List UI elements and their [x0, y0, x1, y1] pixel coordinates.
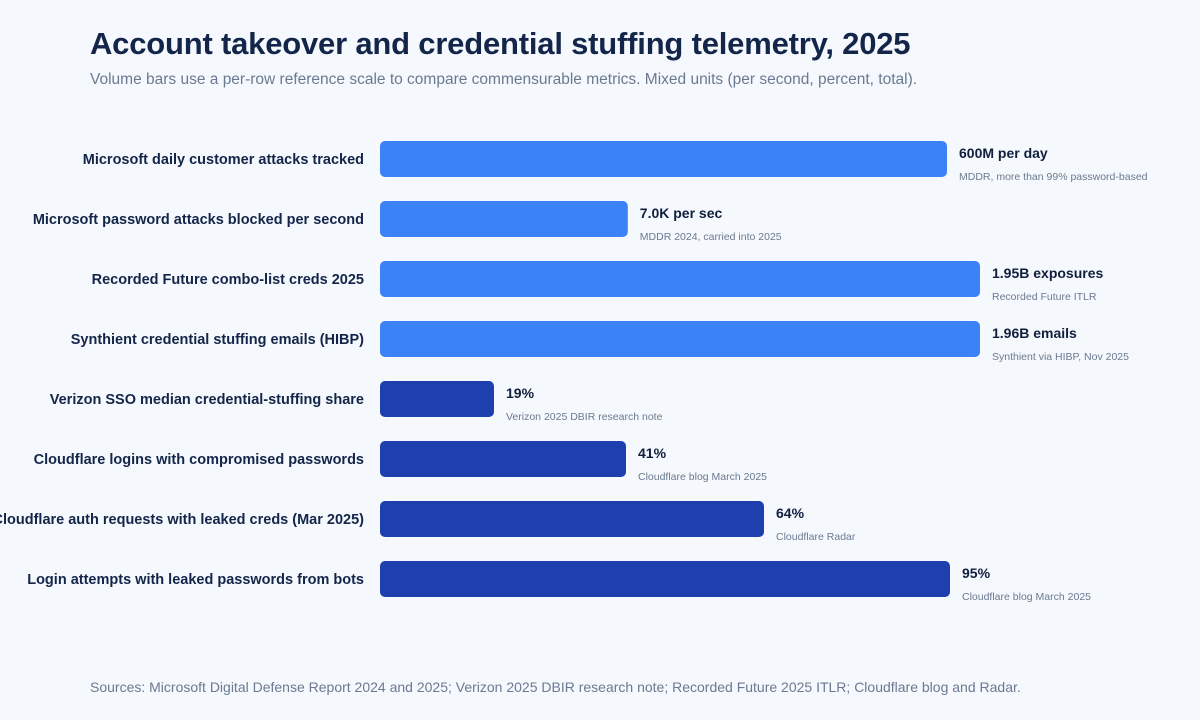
source-note: MDDR 2024, carried into 2025 [640, 231, 782, 243]
bar-row: Recorded Future combo-list creds 2025 1.9… [92, 261, 1103, 303]
category-label: Login attempts with leaked passwords fro… [27, 572, 364, 588]
value-label: 7.0K per sec [640, 205, 723, 221]
volume-bar [380, 261, 980, 297]
volume-bar [380, 141, 947, 177]
source-note: Synthient via HIBP, Nov 2025 [992, 351, 1129, 363]
value-label: 1.96B emails [992, 325, 1077, 341]
category-label: Cloudflare logins with compromised passw… [34, 452, 364, 468]
chart-title: Account takeover and credential stuffing… [90, 26, 911, 61]
bar-row: Microsoft daily customer attacks tracked… [83, 141, 1148, 183]
source-note: Recorded Future ITLR [992, 291, 1097, 303]
category-label: Synthient credential stuffing emails (HI… [71, 332, 364, 348]
source-note: Cloudflare blog March 2025 [638, 471, 767, 483]
bar-row: Verizon SSO median credential-stuffing s… [50, 381, 663, 423]
category-label: Microsoft daily customer attacks tracked [83, 152, 364, 168]
percent-bar [380, 561, 950, 597]
bar-row: Cloudflare logins with compromised passw… [34, 441, 767, 483]
sources-footnote: Sources: Microsoft Digital Defense Repor… [90, 679, 1021, 695]
percent-bar [380, 501, 764, 537]
chart-subtitle: Volume bars use a per-row reference scal… [90, 71, 918, 88]
source-note: Cloudflare Radar [776, 531, 856, 543]
volume-bar [380, 201, 628, 237]
bar-row: Cloudflare auth requests with leaked cre… [0, 501, 856, 543]
category-label: Microsoft password attacks blocked per s… [33, 212, 364, 228]
volume-bar [380, 321, 980, 357]
percent-bar [380, 381, 494, 417]
value-label: 600M per day [959, 145, 1048, 161]
value-label: 1.95B exposures [992, 265, 1103, 281]
source-note: Verizon 2025 DBIR research note [506, 411, 663, 423]
percent-bar [380, 441, 626, 477]
value-label: 19% [506, 385, 535, 401]
value-label: 95% [962, 565, 991, 581]
bar-row: Synthient credential stuffing emails (HI… [71, 321, 1129, 363]
category-label: Recorded Future combo-list creds 2025 [92, 272, 364, 288]
value-label: 64% [776, 505, 805, 521]
bar-row: Login attempts with leaked passwords fro… [27, 561, 1091, 603]
value-label: 41% [638, 445, 667, 461]
category-label: Cloudflare auth requests with leaked cre… [0, 512, 364, 528]
bar-row: Microsoft password attacks blocked per s… [33, 201, 782, 243]
category-label: Verizon SSO median credential-stuffing s… [50, 392, 364, 408]
source-note: MDDR, more than 99% password-based [959, 171, 1148, 183]
source-note: Cloudflare blog March 2025 [962, 591, 1091, 603]
